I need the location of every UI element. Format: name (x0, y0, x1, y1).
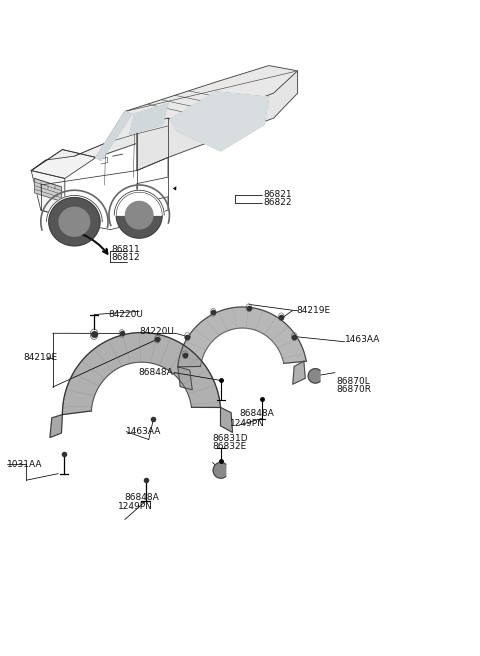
Polygon shape (213, 462, 226, 478)
Polygon shape (59, 207, 90, 236)
Polygon shape (170, 92, 269, 151)
Polygon shape (47, 195, 102, 222)
Text: 84219E: 84219E (297, 306, 331, 315)
Polygon shape (96, 66, 298, 157)
Text: 1463AA: 1463AA (126, 427, 162, 436)
Polygon shape (114, 190, 164, 215)
Polygon shape (35, 178, 61, 201)
Text: 86822: 86822 (263, 198, 291, 207)
Polygon shape (31, 150, 96, 178)
Polygon shape (220, 407, 232, 432)
Text: 1249PN: 1249PN (118, 502, 153, 511)
Polygon shape (137, 71, 298, 171)
Text: 86848A: 86848A (239, 409, 274, 418)
Text: 84220U: 84220U (140, 327, 175, 336)
Polygon shape (116, 192, 162, 238)
Text: 86848A: 86848A (138, 368, 173, 377)
Polygon shape (50, 415, 62, 438)
Polygon shape (125, 201, 153, 229)
Text: 86831D: 86831D (213, 434, 248, 443)
Text: 1249PN: 1249PN (230, 419, 265, 428)
Text: 86848A: 86848A (125, 493, 159, 502)
Text: 86811: 86811 (111, 245, 140, 254)
Text: 86870L: 86870L (336, 377, 370, 386)
Polygon shape (62, 333, 220, 415)
Text: 86812: 86812 (111, 253, 140, 262)
Text: 84219E: 84219E (23, 353, 57, 362)
Polygon shape (31, 118, 187, 171)
Text: 86870R: 86870R (336, 385, 371, 394)
Polygon shape (293, 361, 305, 384)
FancyArrowPatch shape (161, 186, 176, 203)
Polygon shape (308, 369, 320, 383)
Polygon shape (178, 367, 192, 390)
Text: 84220U: 84220U (108, 310, 143, 319)
Text: 86832E: 86832E (213, 441, 247, 451)
Polygon shape (96, 112, 132, 161)
Text: 1463AA: 1463AA (345, 335, 380, 344)
Text: 86821: 86821 (263, 190, 292, 199)
Polygon shape (31, 171, 65, 218)
Text: 1031AA: 1031AA (7, 460, 42, 469)
FancyArrowPatch shape (88, 236, 108, 253)
Polygon shape (178, 307, 306, 367)
Polygon shape (49, 197, 100, 246)
Polygon shape (130, 104, 168, 134)
